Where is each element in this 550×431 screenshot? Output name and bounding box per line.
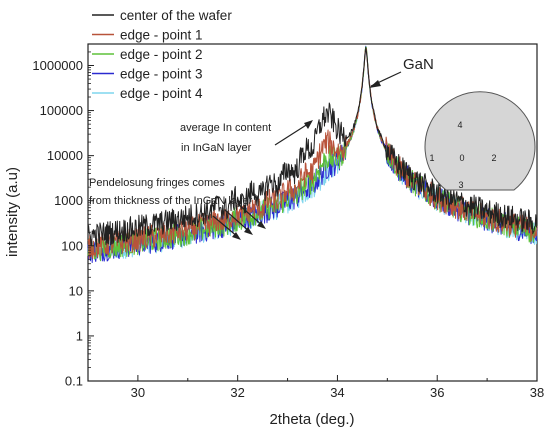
y-tick-label: 0.1 [65,374,83,389]
x-tick-label: 38 [530,385,544,400]
y-tick-label: 10 [69,283,83,298]
fringe-arrow-head-1 [232,232,241,240]
wafer-point-0: 0 [459,153,464,163]
x-tick-label: 36 [430,385,444,400]
legend-label-1: edge - point 1 [120,28,203,43]
legend-label-4: edge - point 4 [120,86,203,101]
fringe-arrow-2 [224,209,251,233]
gan-arrow-head [369,80,381,88]
y-tick-label: 10000 [47,148,83,163]
fringe-arrow-head-3 [257,221,266,229]
fringe-arrow-head-2 [244,227,253,235]
wafer-point-4: 4 [457,120,462,130]
legend-label-0: center of the wafer [120,8,232,23]
indium-annotation-line2: in InGaN layer [181,142,252,154]
x-tick-label: 34 [330,385,344,400]
y-tick-label: 100000 [40,103,83,118]
x-tick-label: 32 [230,385,244,400]
x-tick-label: 30 [131,385,145,400]
legend-label-2: edge - point 2 [120,47,203,62]
y-axis-title: intensity (a.u) [4,167,21,257]
y-tick-label: 100 [61,238,83,253]
y-tick-label: 1000000 [32,58,83,73]
wafer-shape [424,91,536,191]
legend: center of the wafer edge - point 1 edge - … [92,8,232,101]
series-layer [87,45,538,264]
plot-area: 30 32 34 36 38 0.111010010001000010000010000… [32,43,544,400]
indium-annotation-line1: average In content [180,122,271,134]
wafer-point-1: 1 [429,153,434,163]
series-line-0 [87,47,538,247]
fringe-arrow-3 [237,203,264,227]
gan-annotation: GaN [403,56,434,73]
y-tick-label: 1 [76,328,83,343]
plot-frame [87,43,538,382]
legend-label-3: edge - point 3 [120,67,203,82]
series-line-1 [87,48,538,260]
wafer-diagram: 4 1 0 2 3 [424,91,536,191]
wafer-point-2: 2 [491,153,496,163]
annotations: GaN average In content in InGaN layer Pe… [89,56,434,240]
x-axis-ticks: 30 32 34 36 38 [87,375,544,400]
indium-arrow-line [274,121,312,146]
x-axis-title: 2theta (deg.) [269,411,354,428]
fringes-annotation-line2: from thickness of the InGaN layer [89,195,253,207]
y-axis-ticks: 0.1 1 10 100 1000 10000 100000 1000000 [32,43,94,389]
indium-arrow-head [304,120,313,129]
fringes-annotation-line1: Pendelosung fringes comes [89,177,225,189]
wafer-point-3: 3 [458,180,463,190]
fringe-arrow-1 [212,215,239,238]
y-tick-label: 1000 [54,193,83,208]
